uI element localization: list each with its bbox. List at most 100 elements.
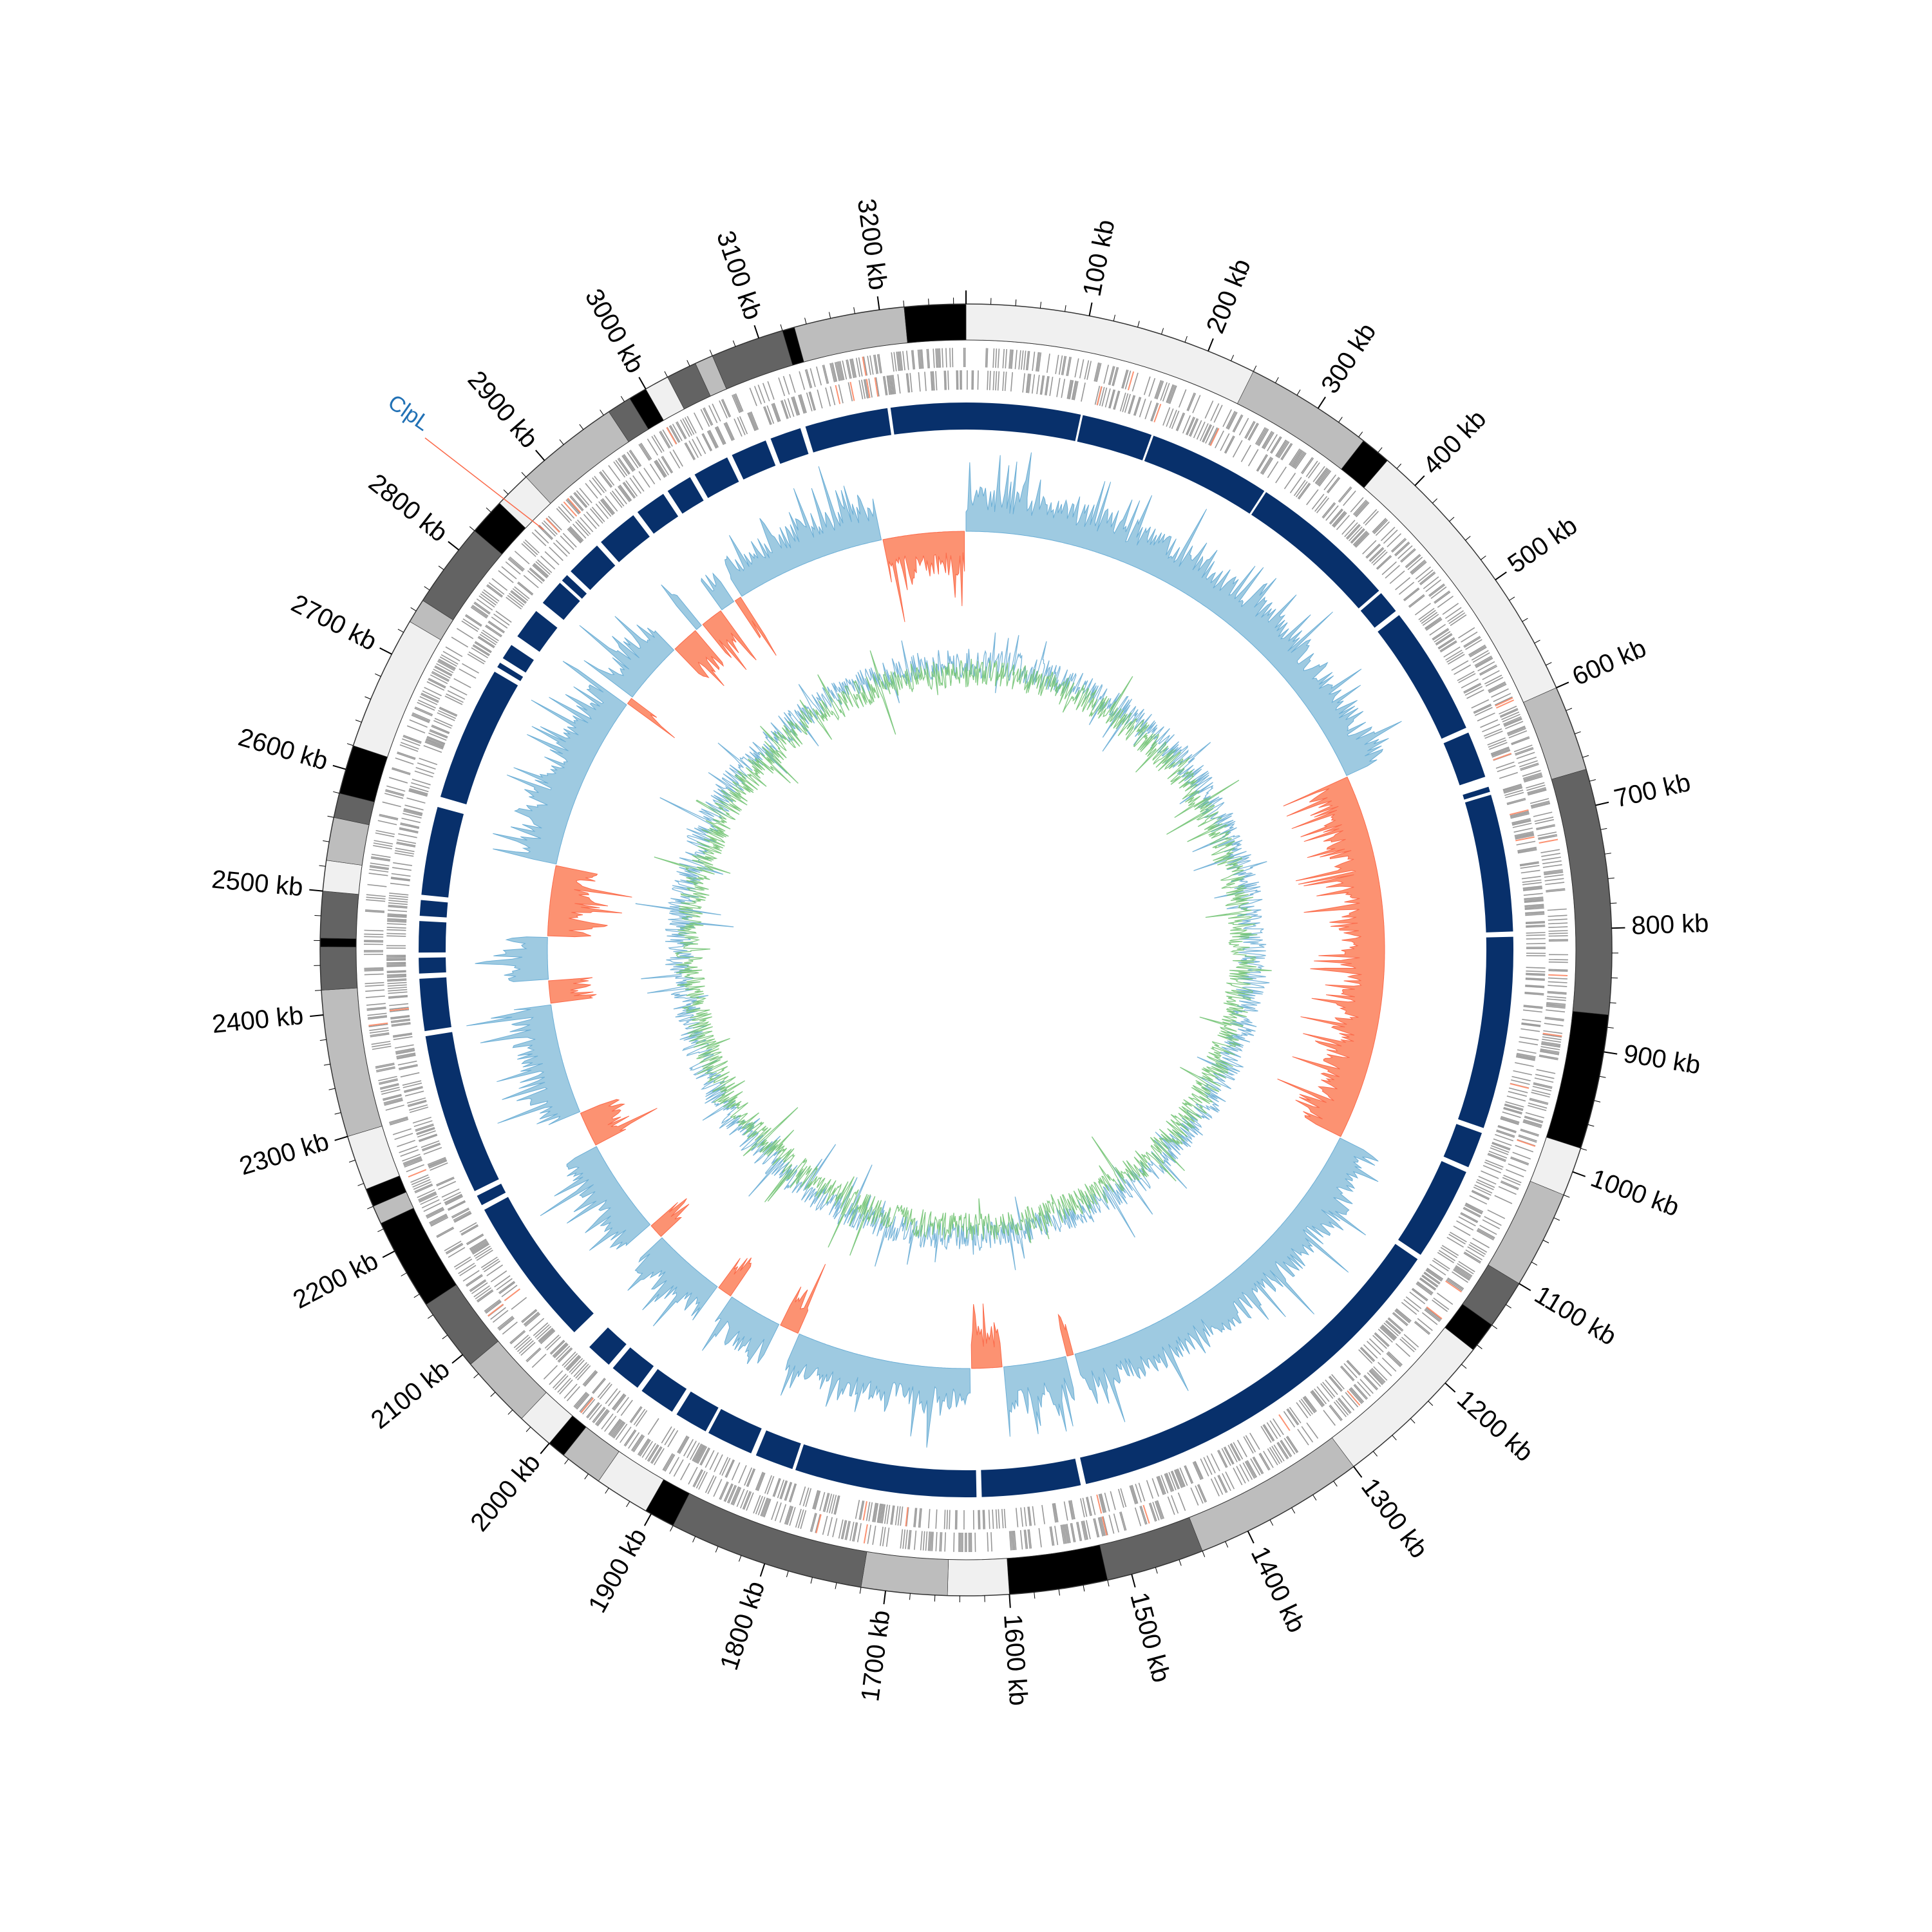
synteny-block xyxy=(502,645,534,673)
minor-tick xyxy=(1312,1494,1317,1501)
minor-tick xyxy=(1396,463,1402,469)
synteny-block xyxy=(419,900,448,918)
synteny-block xyxy=(1463,786,1490,800)
synteny-block xyxy=(571,545,616,591)
gc-skew-negative-area xyxy=(1277,776,1385,1137)
gc-skew-negative-area xyxy=(882,531,965,622)
minor-tick xyxy=(1607,1027,1614,1028)
minor-tick xyxy=(1604,853,1611,855)
synteny-block xyxy=(562,575,587,599)
scale-label: 1300 kb xyxy=(1356,1473,1434,1563)
major-tick xyxy=(1317,396,1326,409)
gc-skew-positive-area xyxy=(627,1237,718,1327)
minor-tick xyxy=(1610,902,1617,904)
minor-tick xyxy=(786,1571,789,1578)
inner-coverage-track xyxy=(635,632,1272,1271)
gc-skew-positive-area xyxy=(780,1333,971,1448)
synteny-block xyxy=(770,428,809,464)
minor-tick xyxy=(1113,314,1115,321)
contig-segment xyxy=(1099,1517,1203,1580)
synteny-block xyxy=(676,1391,719,1432)
synteny-block xyxy=(966,402,1081,441)
contig-segment xyxy=(1488,1180,1564,1284)
minor-tick xyxy=(1553,1217,1560,1221)
gc-skew-negative-area xyxy=(718,1257,752,1297)
major-tick xyxy=(1088,302,1093,316)
minor-tick xyxy=(709,350,713,356)
synteny-block xyxy=(1360,592,1396,628)
contig-segment xyxy=(1523,687,1587,780)
minor-tick xyxy=(413,1294,420,1298)
gc-skew-positive-area xyxy=(540,1146,651,1251)
scale-label: 400 kb xyxy=(1417,404,1492,480)
minor-tick xyxy=(346,743,354,746)
synteny-block xyxy=(421,807,464,898)
contig-inner-border xyxy=(355,339,1577,1560)
gc-skew-negative-area xyxy=(650,1198,690,1237)
minor-tick xyxy=(1358,431,1363,437)
gc-skew-negative-area xyxy=(780,1264,826,1334)
major-tick xyxy=(535,450,545,461)
scale-ticks xyxy=(309,290,1625,1608)
major-tick xyxy=(334,1135,348,1141)
scale-label: 2200 kb xyxy=(289,1247,383,1314)
minor-tick xyxy=(670,1525,674,1532)
minor-tick xyxy=(626,1501,630,1508)
gc-skew-positive-area xyxy=(579,616,675,698)
major-tick xyxy=(1444,1382,1456,1393)
scale-label: 2700 kb xyxy=(287,589,381,656)
contig-segment xyxy=(672,1493,867,1587)
gc-skew-negative-area xyxy=(971,1303,1003,1369)
minor-tick xyxy=(365,696,371,700)
major-tick xyxy=(1414,475,1425,486)
minor-tick xyxy=(521,472,527,478)
minor-tick xyxy=(579,424,584,430)
scale-label: 1800 kb xyxy=(715,1578,770,1674)
gc-skew-negative-area xyxy=(702,610,757,670)
scale-label: 900 kb xyxy=(1622,1039,1703,1079)
scale-label: 300 kb xyxy=(1316,318,1381,399)
gc-skew-positive-area xyxy=(724,466,882,597)
gc-skew-negative-area xyxy=(580,1099,658,1146)
minor-tick xyxy=(1179,1559,1182,1566)
minor-tick xyxy=(1231,354,1235,361)
minor-tick xyxy=(600,410,604,416)
scale-label: 1000 kb xyxy=(1587,1164,1683,1222)
synteny-block xyxy=(890,402,966,435)
minor-tick xyxy=(503,489,509,495)
scale-label: 2100 kb xyxy=(366,1355,455,1434)
synteny-block xyxy=(732,440,776,480)
minor-tick xyxy=(828,312,831,319)
synteny-block xyxy=(795,1444,977,1497)
synteny-block xyxy=(637,493,679,534)
minor-tick xyxy=(1492,1325,1497,1329)
major-tick xyxy=(1131,1574,1136,1587)
clpl-pointer-line xyxy=(424,437,544,531)
major-tick xyxy=(1519,1283,1531,1291)
contig-segment xyxy=(947,1558,1010,1596)
scale-label: 2500 kb xyxy=(211,865,305,902)
minor-tick xyxy=(473,1373,479,1379)
minor-tick xyxy=(1481,555,1486,560)
minor-tick xyxy=(1107,1580,1110,1587)
minor-tick xyxy=(1083,1585,1085,1592)
scale-label: 700 kb xyxy=(1611,768,1693,813)
minor-tick xyxy=(1410,1418,1416,1424)
contig-segment xyxy=(319,938,357,947)
minor-tick xyxy=(375,673,381,677)
major-tick xyxy=(332,764,346,770)
synteny-block xyxy=(1458,936,1514,1128)
minor-tick xyxy=(1291,1507,1296,1514)
scale-label: 2400 kb xyxy=(211,1001,305,1039)
minor-tick xyxy=(1275,377,1279,383)
minor-tick xyxy=(401,1273,407,1276)
gc-skew-positive-area xyxy=(965,452,1402,777)
minor-tick xyxy=(1034,1592,1036,1599)
gc-skew-negative-area xyxy=(547,865,632,938)
minor-tick xyxy=(1522,618,1528,622)
scale-label: 100 kb xyxy=(1077,217,1120,298)
scale-label: 1700 kb xyxy=(856,1609,895,1703)
minor-tick xyxy=(1202,1551,1206,1557)
gene-feature-marks xyxy=(363,347,1569,1553)
